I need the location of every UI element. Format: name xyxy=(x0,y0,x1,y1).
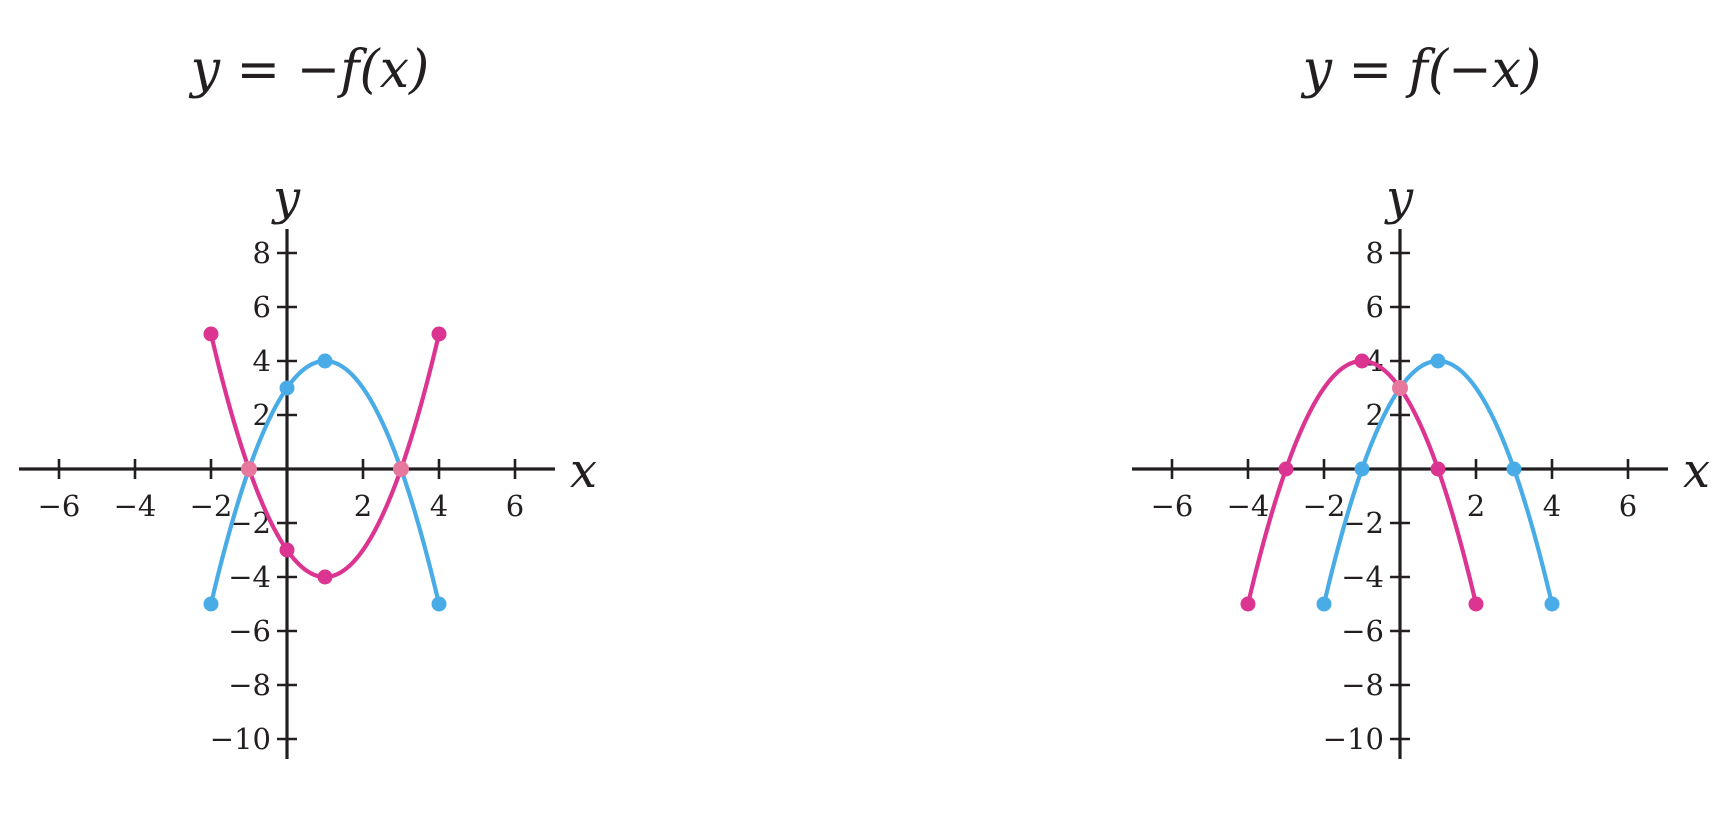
original-point xyxy=(279,380,295,396)
x-tick-label: 6 xyxy=(1619,489,1637,523)
transformed-point xyxy=(1240,596,1256,612)
y-tick-label: −4 xyxy=(228,560,271,594)
y-tick-label: 4 xyxy=(1366,344,1384,378)
transformed-curve xyxy=(208,331,442,580)
transformed-point xyxy=(1430,461,1446,477)
y-tick-label: 2 xyxy=(253,398,271,432)
y-axis-label: y xyxy=(271,170,301,226)
y-tick-label: 4 xyxy=(253,344,271,378)
y-tick-label: −8 xyxy=(228,668,271,702)
y-tick-label: −10 xyxy=(210,722,271,756)
y-tick-label: 8 xyxy=(1366,236,1384,270)
x-tick-label: 6 xyxy=(506,489,524,523)
transformed-point xyxy=(1354,353,1370,369)
chart-title-right: y = f(−x) xyxy=(1302,40,1542,100)
y-tick-label: 6 xyxy=(1366,290,1384,324)
x-tick-label: −2 xyxy=(1303,489,1346,523)
chart-title-left: y = −f(x) xyxy=(190,40,430,100)
original-point xyxy=(1506,461,1522,477)
transformed-point xyxy=(1468,596,1484,612)
x-tick-label: 4 xyxy=(1543,489,1561,523)
y-tick-label: −4 xyxy=(1341,560,1384,594)
x-tick-label: 4 xyxy=(430,489,448,523)
x-tick-label: −4 xyxy=(1227,489,1270,523)
original-point xyxy=(203,596,219,612)
original-point xyxy=(1544,596,1560,612)
transformed-point xyxy=(431,326,447,342)
original-point xyxy=(1354,461,1370,477)
x-tick-label: 2 xyxy=(1467,489,1485,523)
shared-point xyxy=(1392,380,1408,396)
transformed-point xyxy=(279,542,295,558)
original-point xyxy=(431,596,447,612)
y-tick-label: −8 xyxy=(1341,668,1384,702)
y-tick-label: −6 xyxy=(1341,614,1384,648)
y-axis-label: y xyxy=(1384,170,1414,226)
original-point xyxy=(1316,596,1332,612)
y-tick-label: 6 xyxy=(253,290,271,324)
y-tick-label: 2 xyxy=(1366,398,1384,432)
original-point xyxy=(1430,353,1446,369)
x-axis-label: x xyxy=(1683,443,1710,499)
x-tick-label: −6 xyxy=(38,489,81,523)
x-tick-label: −4 xyxy=(114,489,157,523)
x-tick-label: 2 xyxy=(354,489,372,523)
transformed-point xyxy=(317,569,333,585)
y-tick-label: −6 xyxy=(228,614,271,648)
y-tick-label: −10 xyxy=(1323,722,1384,756)
original-point xyxy=(317,353,333,369)
x-tick-label: −2 xyxy=(190,489,233,523)
transformed-point xyxy=(1278,461,1294,477)
y-tick-label: 8 xyxy=(253,236,271,270)
transformed-point xyxy=(203,326,219,342)
x-axis-label: x xyxy=(570,443,597,499)
shared-point xyxy=(393,461,409,477)
x-tick-label: −6 xyxy=(1151,489,1194,523)
shared-point xyxy=(241,461,257,477)
